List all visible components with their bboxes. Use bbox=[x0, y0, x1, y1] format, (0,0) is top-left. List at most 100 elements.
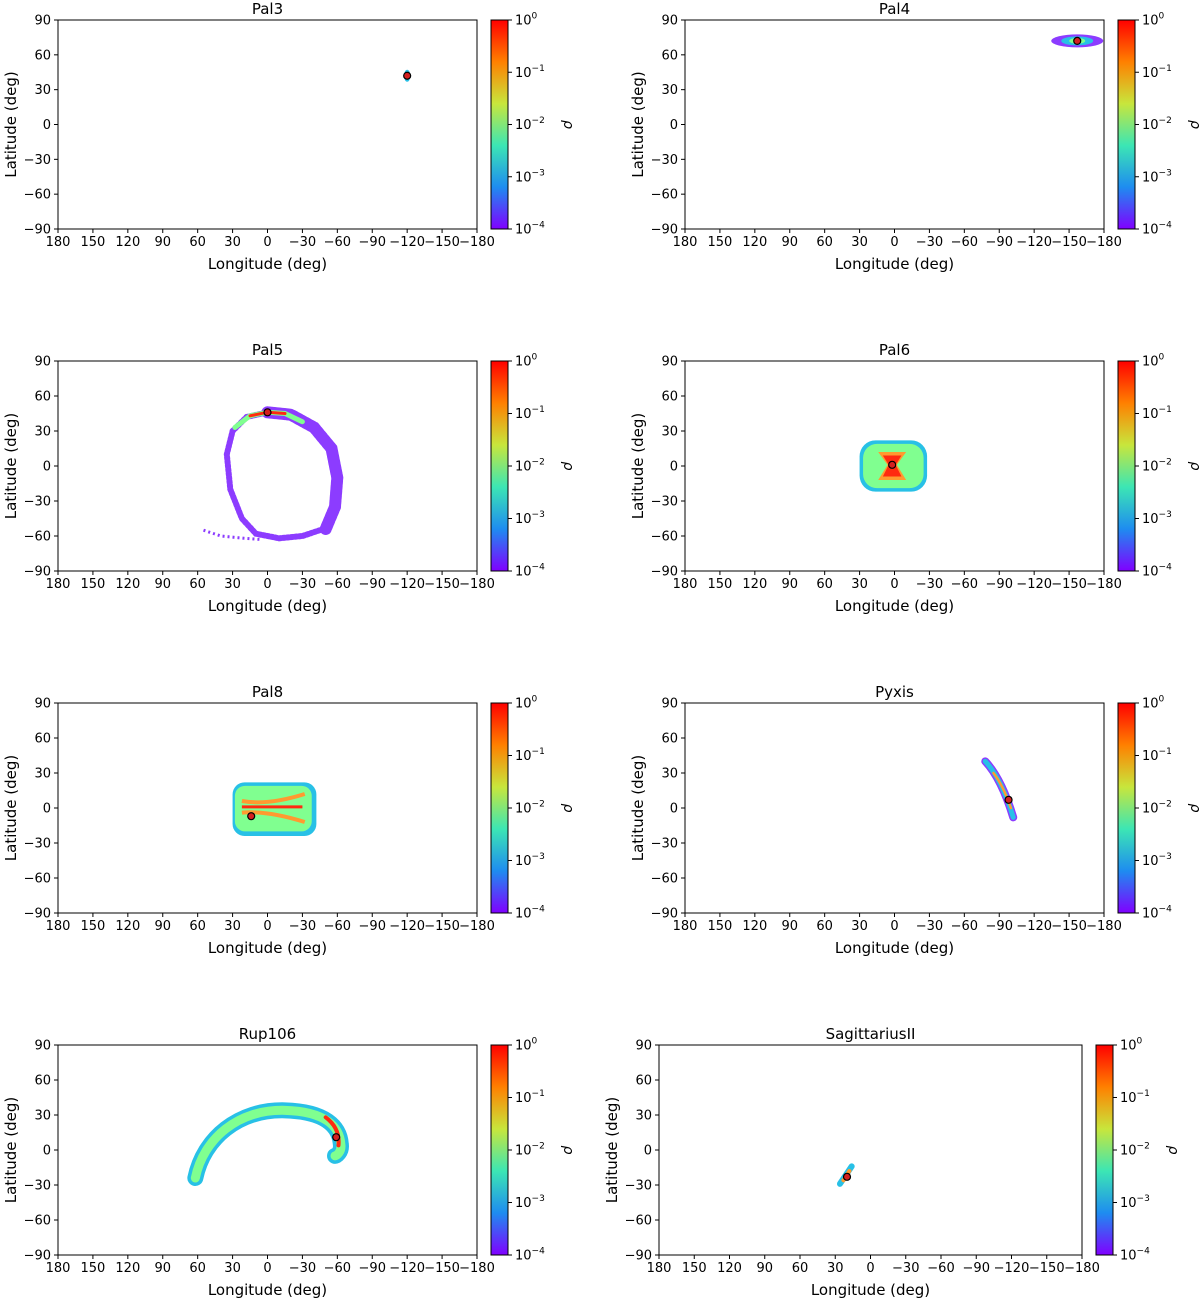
colorbar-tick-label: 10−1 bbox=[1120, 1089, 1150, 1106]
plot-title: Pal6 bbox=[879, 341, 910, 359]
colorbar-scale bbox=[1095, 1044, 1114, 1256]
x-axis-label: Longitude (deg) bbox=[208, 939, 327, 957]
x-tick-label: 0 bbox=[263, 577, 271, 592]
x-tick-label: 180 bbox=[46, 235, 71, 250]
colorbar-tick-label: 10−4 bbox=[1120, 1247, 1150, 1264]
x-tick-label: −120 bbox=[1016, 235, 1052, 250]
colorbar-tick-label: 10−3 bbox=[1142, 510, 1172, 527]
colorbar-tick-label: 10−2 bbox=[1142, 116, 1172, 133]
tick-exponent: −4 bbox=[532, 563, 546, 573]
tick-base: 10 bbox=[1120, 1091, 1137, 1106]
tick-exponent: 0 bbox=[1137, 1037, 1143, 1047]
tick-base: 10 bbox=[1142, 749, 1159, 764]
x-tick-label: −180 bbox=[459, 919, 495, 934]
tick-exponent: −4 bbox=[532, 221, 546, 231]
x-tick-label: −180 bbox=[459, 1261, 495, 1276]
x-tick-label: −120 bbox=[994, 1261, 1030, 1276]
tick-exponent: −4 bbox=[1159, 221, 1173, 231]
x-tick-label: 0 bbox=[866, 1261, 874, 1276]
tick-base: 10 bbox=[515, 512, 532, 527]
x-tick-label: 90 bbox=[756, 1261, 773, 1276]
x-tick-label: −150 bbox=[424, 577, 460, 592]
x-tick-label: 30 bbox=[224, 919, 241, 934]
x-tick-label: 0 bbox=[263, 919, 271, 934]
x-tick-label: 180 bbox=[673, 919, 698, 934]
cluster-marker bbox=[263, 408, 272, 417]
x-tick-label: 120 bbox=[742, 919, 767, 934]
tick-exponent: 0 bbox=[532, 12, 538, 22]
plot-title: Pyxis bbox=[875, 683, 914, 701]
y-tick-label: 60 bbox=[661, 732, 678, 747]
y-tick-label: 30 bbox=[34, 83, 51, 98]
x-tick-label: 90 bbox=[154, 577, 171, 592]
x-tick-label: 30 bbox=[827, 1261, 844, 1276]
tick-exponent: −3 bbox=[532, 1194, 545, 1204]
x-axis-label: Longitude (deg) bbox=[835, 255, 954, 273]
x-tick-label: 0 bbox=[263, 1261, 271, 1276]
x-axis-label: Longitude (deg) bbox=[208, 597, 327, 615]
x-tick-label: 60 bbox=[189, 577, 206, 592]
tick-base: 10 bbox=[515, 854, 532, 869]
tick-exponent: −1 bbox=[1159, 64, 1172, 74]
x-tick-label: 90 bbox=[781, 235, 798, 250]
colorbar-label: ρ bbox=[560, 462, 576, 471]
colorbar-tick-label: 10−4 bbox=[1142, 221, 1172, 238]
x-tick-label: 60 bbox=[189, 235, 206, 250]
x-tick-label: −150 bbox=[1029, 1261, 1065, 1276]
stream-wings bbox=[241, 792, 306, 824]
tick-base: 10 bbox=[1120, 1144, 1137, 1159]
x-tick-label: 180 bbox=[647, 1261, 672, 1276]
y-tick-label: −30 bbox=[651, 495, 678, 510]
tick-base: 10 bbox=[515, 407, 532, 422]
y-tick-label: 90 bbox=[661, 697, 678, 712]
x-tick-label: −90 bbox=[359, 1261, 386, 1276]
x-tick-label: 0 bbox=[890, 235, 898, 250]
leading-arm bbox=[223, 409, 323, 542]
x-tick-label: 120 bbox=[115, 235, 140, 250]
y-tick-label: 90 bbox=[34, 14, 51, 29]
y-tick-label: 90 bbox=[661, 355, 678, 370]
x-tick-label: 150 bbox=[682, 1261, 707, 1276]
x-tick-label: 90 bbox=[781, 919, 798, 934]
x-tick-label: 180 bbox=[46, 1261, 71, 1276]
y-axis-label: Latitude (deg) bbox=[629, 413, 647, 519]
x-tick-label: −150 bbox=[1051, 577, 1087, 592]
y-tick-label: −90 bbox=[24, 907, 51, 922]
colorbar-tick-label: 10−2 bbox=[515, 458, 545, 475]
y-tick-label: 60 bbox=[635, 1074, 652, 1089]
plot-title: Pal4 bbox=[879, 0, 910, 18]
y-tick-label: 60 bbox=[661, 390, 678, 405]
colorbar-tick-label: 10−1 bbox=[1142, 64, 1172, 81]
tick-base: 10 bbox=[1142, 512, 1159, 527]
x-tick-label: −150 bbox=[424, 235, 460, 250]
x-tick-label: 120 bbox=[742, 577, 767, 592]
axes-frame bbox=[57, 1044, 478, 1256]
y-tick-label: 30 bbox=[635, 1109, 652, 1124]
y-tick-label: −90 bbox=[24, 1249, 51, 1264]
x-axis-label: Longitude (deg) bbox=[208, 255, 327, 273]
colorbar-tick-label: 100 bbox=[1142, 695, 1165, 712]
x-tick-label: 150 bbox=[81, 1261, 106, 1276]
tick-base: 10 bbox=[1142, 565, 1159, 580]
x-tick-label: −150 bbox=[1051, 235, 1087, 250]
colorbar-label: ρ bbox=[1187, 462, 1200, 471]
x-tick-label: 60 bbox=[792, 1261, 809, 1276]
tick-exponent: −3 bbox=[532, 852, 545, 862]
y-axis-label: Latitude (deg) bbox=[603, 1097, 621, 1203]
x-tick-label: 30 bbox=[224, 235, 241, 250]
colorbar-scale bbox=[1117, 19, 1136, 230]
y-tick-label: 0 bbox=[670, 118, 678, 133]
stream-body bbox=[190, 1105, 346, 1183]
tick-exponent: −3 bbox=[1159, 168, 1172, 178]
x-tick-label: −60 bbox=[324, 235, 351, 250]
tick-base: 10 bbox=[1120, 1249, 1137, 1264]
x-tick-label: 120 bbox=[115, 919, 140, 934]
tick-base: 10 bbox=[515, 1249, 532, 1264]
colorbar-scale bbox=[490, 702, 509, 914]
tick-exponent: 0 bbox=[1159, 12, 1165, 22]
